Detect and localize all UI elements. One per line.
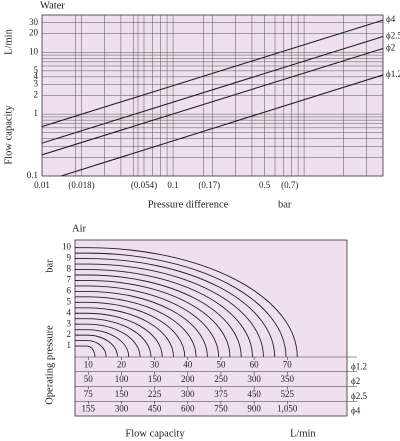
scale-name: ϕ1.2 [351, 361, 367, 371]
y-tick-label: 0.1 [27, 170, 38, 180]
scale-label: 250 [214, 374, 228, 384]
pressure-curve [75, 258, 276, 358]
y-tick-label: 10 [62, 242, 72, 252]
pressure-curve [75, 334, 118, 358]
x-axis-unit: bar [278, 199, 292, 210]
series-line [41, 35, 384, 144]
x-tick-label: 0.5 [259, 180, 271, 190]
pressure-curve [75, 318, 152, 358]
series-label: ϕ2 [386, 43, 395, 53]
scale-name: ϕ4 [351, 406, 361, 416]
scale-label: 350 [281, 374, 295, 384]
y-tick-label: 3 [34, 79, 39, 89]
y-tick-label: 7 [67, 275, 72, 285]
series-line [41, 47, 384, 156]
y-tick-label: 8 [67, 264, 72, 274]
y-tick-label: 1 [34, 108, 39, 118]
scale-label: 450 [148, 404, 162, 414]
scale-name: ϕ2 [351, 376, 360, 386]
pressure-curve [75, 340, 107, 358]
pressure-curve [75, 307, 174, 358]
scale-label: 10 [84, 359, 94, 369]
scale-label: 300 [115, 404, 129, 414]
y-tick-label: 5 [34, 65, 39, 75]
scale-label: 50 [84, 374, 94, 384]
scale-label: 60 [250, 359, 260, 369]
pressure-curve [75, 329, 130, 358]
series-label: ϕ4 [386, 14, 396, 24]
scale-label: 900 [247, 404, 261, 414]
x-tick-label: 0.1 [167, 180, 178, 190]
scale-label: 525 [281, 389, 295, 399]
x-axis-unit: L/min [290, 428, 316, 439]
x-tick-label: (0.018) [68, 180, 94, 190]
series-label: ϕ2.5 [386, 31, 400, 41]
scale-label: 375 [214, 389, 228, 399]
scale-label: 30 [150, 359, 160, 369]
scale-label: 750 [214, 404, 228, 414]
scale-label: 150 [115, 389, 129, 399]
scale-label: 200 [181, 374, 195, 384]
y-tick-label: 30 [29, 17, 39, 27]
x-axis-label: Pressure difference [148, 199, 229, 210]
scale-label: 600 [181, 404, 195, 414]
chart-title: Water [40, 0, 65, 11]
pressure-curve [75, 290, 208, 358]
y-tick-label: 9 [67, 253, 72, 263]
y-tick-label: 4 [34, 71, 39, 81]
pressure-curve [75, 296, 197, 358]
pressure-curve [75, 274, 242, 358]
scale-label: 75 [84, 389, 94, 399]
y-axis-label: Flow capacity [3, 105, 14, 165]
y-tick-label: 3 [67, 318, 72, 328]
y-tick-label: 10 [29, 46, 39, 56]
scale-label: 225 [148, 389, 162, 399]
pressure-curve [75, 323, 141, 358]
pressure-curve [75, 312, 163, 358]
pressure-curve [75, 247, 298, 358]
chart-title: Air [72, 223, 87, 234]
pressure-curve [75, 285, 220, 358]
scale-label: 20 [117, 359, 127, 369]
scale-label: 40 [183, 359, 193, 369]
x-tick-label: (0.7) [281, 180, 298, 190]
scale-label: 300 [247, 374, 261, 384]
scale-label: 450 [247, 389, 261, 399]
series-line [41, 19, 384, 128]
x-tick-label: (0.17) [198, 180, 220, 190]
y-tick-label: 4 [67, 307, 72, 317]
pressure-curve [75, 345, 96, 358]
scale-label: 70 [283, 359, 293, 369]
scale-label: 1,050 [277, 404, 298, 414]
pressure-curve [75, 263, 264, 358]
y-axis-unit: L/min [3, 28, 14, 54]
scale-name: ϕ2.5 [351, 391, 367, 401]
y-tick-label: 5 [67, 296, 72, 306]
y-axis-unit: bar [44, 259, 55, 273]
scale-label: 150 [148, 374, 162, 384]
x-axis-label: Flow capacity [125, 428, 185, 439]
y-axis-label: Operating pressure [44, 325, 55, 405]
y-tick-label: 1 [67, 340, 72, 350]
series-label: ϕ1.2 [386, 69, 400, 79]
y-tick-label: 2 [34, 90, 39, 100]
scale-label: 300 [181, 389, 195, 399]
pressure-curve [75, 269, 253, 358]
x-tick-label: 0.01 [34, 180, 50, 190]
y-tick-label: 20 [29, 28, 39, 38]
x-tick-label: (0.054) [131, 180, 157, 190]
pressure-curve [75, 301, 186, 358]
series-line [60, 74, 384, 177]
y-tick-label: 2 [67, 329, 72, 339]
pressure-curve [75, 280, 231, 358]
scale-label: 155 [82, 404, 96, 414]
pressure-curve [75, 252, 287, 358]
scale-label: 50 [216, 359, 226, 369]
y-tick-label: 6 [67, 285, 72, 295]
scale-label: 100 [115, 374, 129, 384]
